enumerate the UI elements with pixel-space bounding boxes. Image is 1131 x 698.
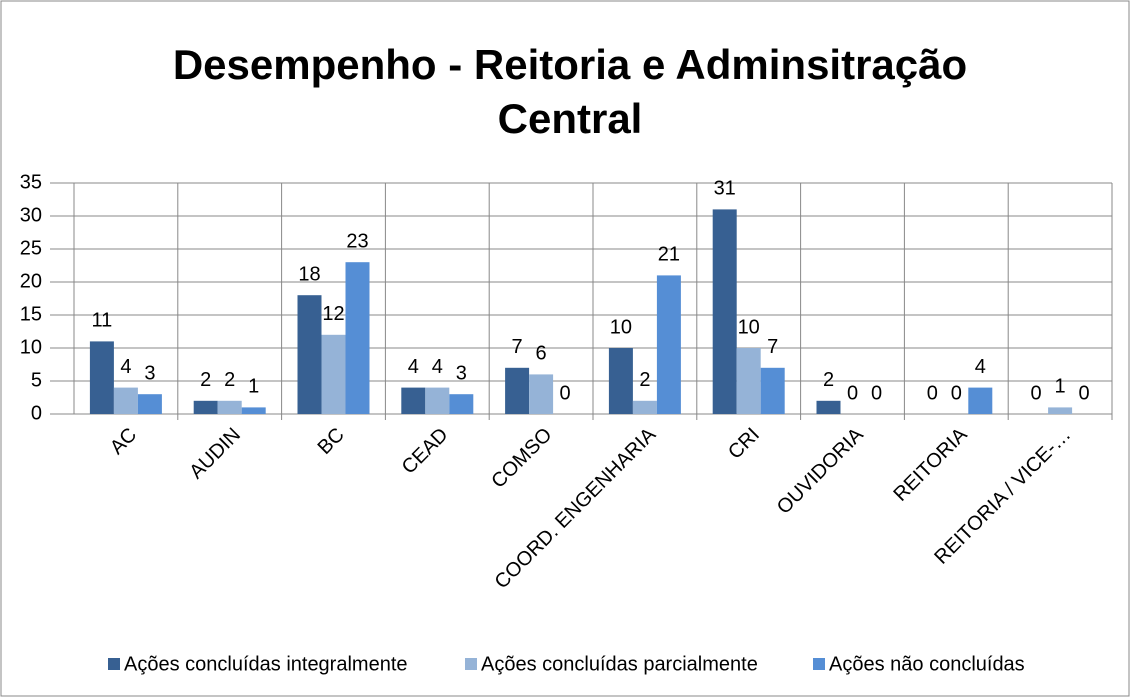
data-label: 4 — [120, 356, 131, 378]
data-label: 7 — [767, 336, 778, 358]
y-tick-label: 10 — [20, 336, 42, 358]
y-tick-label: 35 — [20, 171, 42, 193]
bar — [321, 334, 346, 414]
bar — [968, 387, 993, 414]
data-label: 21 — [658, 244, 680, 266]
y-tick-label: 5 — [31, 369, 42, 391]
data-label: 4 — [432, 356, 443, 378]
bar — [736, 348, 761, 414]
bar — [297, 295, 322, 414]
data-label: 3 — [456, 362, 467, 384]
data-label: 10 — [610, 316, 632, 338]
bar — [632, 400, 657, 414]
bar — [193, 400, 218, 414]
data-label: 4 — [408, 356, 419, 378]
legend-label: Ações não concluídas — [829, 653, 1025, 675]
bar — [816, 400, 841, 414]
data-label: 2 — [823, 369, 834, 391]
data-label: 0 — [927, 382, 938, 404]
bar — [401, 387, 426, 414]
data-label: 7 — [512, 336, 523, 358]
data-label: 1 — [1055, 376, 1066, 398]
data-label: 2 — [224, 369, 235, 391]
bar — [113, 387, 138, 414]
bar — [529, 374, 554, 414]
bar — [1048, 407, 1073, 414]
chart-title: Desempenho - Reitoria e Adminsitração Ce… — [172, 41, 968, 142]
data-label: 1 — [248, 376, 259, 398]
y-tick-label: 0 — [31, 402, 42, 424]
bar — [425, 387, 450, 414]
bar — [760, 367, 785, 414]
data-label: 2 — [200, 369, 211, 391]
bar — [656, 275, 681, 414]
bar — [217, 400, 242, 414]
data-label: 2 — [639, 369, 650, 391]
y-tick-label: 20 — [20, 270, 42, 292]
bar — [608, 348, 633, 414]
data-label: 11 — [92, 310, 113, 332]
data-label: 0 — [1079, 382, 1090, 404]
data-label: 0 — [847, 382, 858, 404]
bar — [449, 394, 474, 414]
bar — [137, 394, 162, 414]
data-label: 4 — [975, 356, 986, 378]
data-label: 31 — [714, 178, 736, 200]
data-label: 10 — [738, 316, 760, 338]
bar — [89, 341, 114, 414]
data-label: 0 — [871, 382, 882, 404]
bar — [712, 209, 737, 414]
legend-label: Ações concluídas integralmente — [124, 653, 408, 675]
data-label: 12 — [322, 303, 344, 325]
data-label: 18 — [298, 263, 320, 285]
data-label: 6 — [536, 343, 547, 365]
data-label: 0 — [560, 382, 571, 404]
bar — [345, 262, 370, 414]
data-label: 23 — [346, 230, 368, 252]
bar — [241, 407, 266, 414]
legend-swatch — [108, 658, 120, 670]
data-label: 0 — [951, 382, 962, 404]
data-label: 3 — [144, 362, 155, 384]
y-tick-label: 15 — [20, 303, 42, 325]
y-tick-label: 25 — [20, 237, 42, 259]
bar — [505, 367, 530, 414]
y-tick-label: 30 — [20, 204, 42, 226]
legend-swatch — [465, 658, 477, 670]
legend-label: Ações concluídas parcialmente — [481, 653, 758, 675]
data-label: 0 — [1031, 382, 1042, 404]
legend-swatch — [813, 658, 825, 670]
